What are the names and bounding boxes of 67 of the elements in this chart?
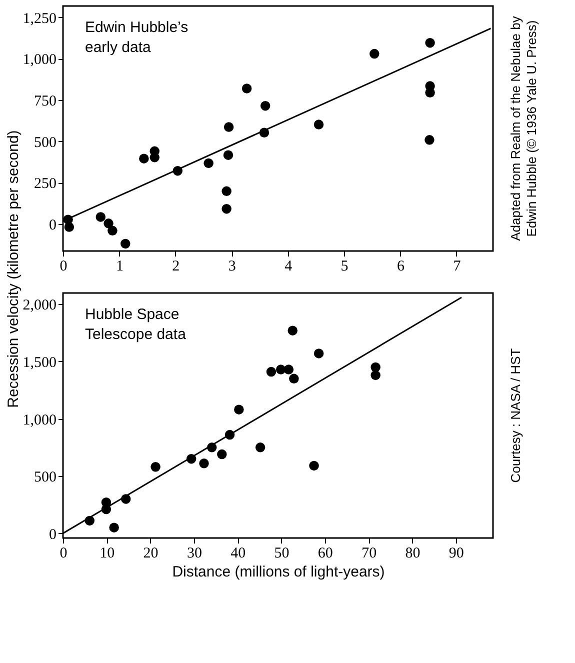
point [424, 135, 434, 145]
point [199, 458, 209, 468]
x-tick-label: 2 [172, 258, 180, 274]
point [223, 150, 234, 160]
point [139, 154, 149, 164]
y-tick-label: 2,000 [22, 298, 56, 314]
point [289, 374, 299, 384]
x-tick-label: 30 [186, 546, 202, 562]
x-tick-label: 50 [274, 546, 290, 562]
point [108, 226, 118, 236]
x-tick-label: 3 [228, 258, 236, 274]
point [104, 218, 114, 228]
y-tick-label: 0 [49, 526, 56, 543]
point [150, 152, 160, 162]
x-tick-label: 80 [405, 546, 420, 562]
x-tick-label: 0 [60, 258, 68, 274]
point [314, 120, 324, 130]
y-tick-label: 750 [34, 94, 56, 110]
x-tick-label: 6 [397, 258, 406, 274]
y-tick-label: 500 [34, 134, 56, 151]
point [255, 442, 266, 452]
point [260, 100, 270, 111]
point [120, 238, 130, 249]
point [266, 366, 276, 377]
y-tick-label: 1,000 [22, 412, 56, 428]
text: Adapted from Realm of the Nebulae by Edwin Hubble (© 1936 Yale U. Press) [508, 16, 539, 241]
point [425, 88, 435, 98]
x-tick-label: 5 [340, 258, 348, 274]
x-tick-label: 1 [116, 258, 124, 274]
point [234, 404, 244, 414]
text: Hubble Space Telescope data [85, 306, 187, 343]
x-tick-label: 40 [230, 546, 246, 562]
y-tick-label: 500 [34, 470, 56, 486]
point [309, 460, 319, 471]
x-tick-label: 0 [60, 546, 68, 562]
x-tick-label: 7 [453, 258, 462, 274]
x-tick-label: 70 [362, 546, 377, 562]
point [109, 522, 119, 532]
point [204, 158, 214, 168]
x-tick-label: 4 [284, 258, 293, 274]
y-tick-label: 0 [49, 218, 56, 234]
y-tick-label: 250 [34, 176, 56, 192]
y-axis-title: Recession velocity (kilometre per second) [5, 130, 22, 408]
x-tick-label: 20 [143, 546, 158, 562]
text: Edwin Hubble’s early data [85, 19, 188, 56]
point [64, 222, 74, 232]
point [370, 48, 380, 59]
point [242, 84, 252, 94]
point [222, 204, 232, 214]
point [217, 449, 227, 460]
y-tick-label: 1,000 [22, 52, 56, 68]
text: Courtesy : NASA / HST [508, 348, 523, 483]
x-tick-label: 60 [318, 546, 333, 562]
point [96, 212, 106, 222]
x-axis-title: Distance (millions of light-years) [172, 564, 385, 580]
point [314, 348, 324, 358]
point [150, 462, 160, 472]
point [425, 38, 435, 48]
y-tick-label: 1,250 [22, 10, 56, 27]
point [284, 364, 294, 374]
x-tick-label: 90 [448, 546, 464, 562]
point [224, 122, 234, 132]
point [222, 186, 232, 196]
y-tick-label: 1,500 [22, 354, 56, 371]
point [288, 326, 298, 336]
point [370, 370, 380, 380]
x-tick-label: 10 [100, 546, 115, 562]
